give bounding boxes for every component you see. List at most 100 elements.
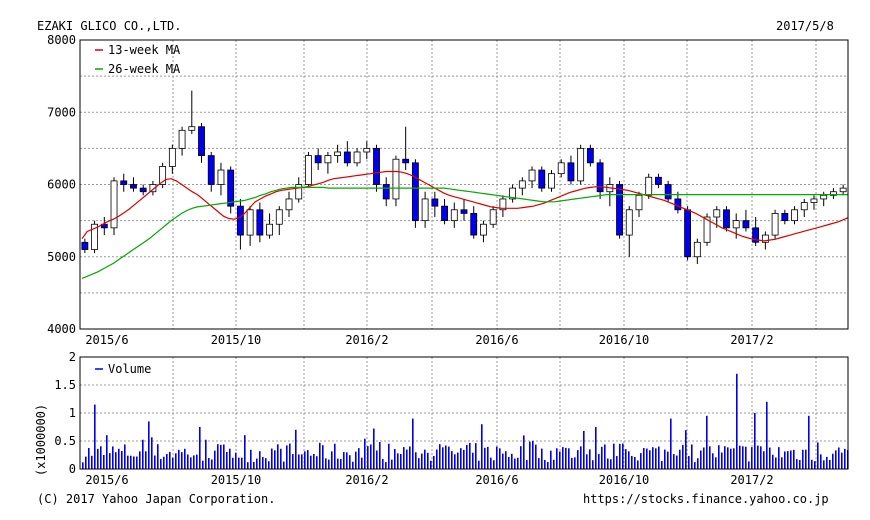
volume-bar xyxy=(505,451,507,469)
candle-body xyxy=(120,180,128,185)
volume-bar xyxy=(238,457,240,469)
volume-bar xyxy=(211,459,213,469)
volume-bar xyxy=(415,452,417,469)
candle-body xyxy=(820,194,828,200)
volume-bar xyxy=(478,460,480,469)
candle-body xyxy=(392,158,400,200)
volume-bar xyxy=(817,442,819,469)
volume-bar xyxy=(637,460,639,469)
volume-bar xyxy=(307,450,309,469)
candle-body xyxy=(256,209,264,236)
volume-bar xyxy=(475,443,477,469)
volume-bar xyxy=(148,421,150,469)
volume-bar xyxy=(424,449,426,469)
volume-bar xyxy=(166,453,168,469)
price-ytick-label: 8000 xyxy=(47,33,76,47)
volume-bar xyxy=(844,448,846,469)
volume-bar xyxy=(697,458,699,469)
volume-bar xyxy=(487,446,489,469)
volume-bar xyxy=(676,455,678,469)
candle-body xyxy=(538,169,546,189)
volume-bar xyxy=(535,444,537,469)
volume-bar xyxy=(694,462,696,469)
volume-bar xyxy=(556,448,558,469)
volume-bar xyxy=(91,455,93,469)
candle-body xyxy=(275,209,283,225)
volume-bar xyxy=(376,450,378,469)
candle-body xyxy=(810,198,818,203)
volume-bar xyxy=(811,459,813,469)
volume-bar xyxy=(154,455,156,469)
candle-body xyxy=(91,223,98,250)
volume-bar xyxy=(736,373,738,469)
price-ytick-label: 7000 xyxy=(47,105,76,119)
volume-bar xyxy=(370,444,372,469)
chart-date: 2017/5/8 xyxy=(776,19,834,33)
volume-bar xyxy=(442,447,444,469)
volume-bar xyxy=(604,444,606,469)
volume-ytick-label: 1 xyxy=(69,406,76,420)
volume-bar xyxy=(520,446,522,469)
volume-bar xyxy=(517,457,519,469)
candle-body xyxy=(625,209,633,236)
volume-bar xyxy=(610,459,612,469)
candle-body xyxy=(830,191,837,196)
volume-bar xyxy=(691,444,693,469)
volume-bar xyxy=(574,457,576,469)
volume-bar xyxy=(670,418,672,469)
candle-body xyxy=(130,184,137,189)
volume-bar xyxy=(226,452,228,469)
volume-bar xyxy=(706,415,708,469)
candle-body xyxy=(771,212,779,236)
volume-bar xyxy=(613,443,615,469)
volume-bar xyxy=(661,460,663,469)
volume-bar xyxy=(742,446,744,469)
candle-body xyxy=(489,209,497,225)
volume-bar xyxy=(100,446,102,469)
volume-bar xyxy=(280,448,282,469)
volume-bar xyxy=(553,459,555,469)
volume-bar xyxy=(160,459,162,469)
volume-bar xyxy=(436,449,438,469)
volume-bar xyxy=(490,457,492,469)
volume-bar xyxy=(331,451,333,469)
volume-bar xyxy=(577,450,579,469)
volume-bar xyxy=(418,458,420,469)
candle-body xyxy=(616,184,623,236)
volume-bar xyxy=(589,449,591,469)
source-url[interactable]: https://stocks.finance.yahoo.co.jp xyxy=(583,492,829,506)
volume-xtick-label: 2016/10 xyxy=(599,473,650,487)
volume-bar xyxy=(319,442,321,469)
candle-body xyxy=(703,216,711,243)
volume-bar xyxy=(592,460,594,469)
candle-body xyxy=(402,158,410,164)
volume-bar xyxy=(673,454,675,469)
volume-bar xyxy=(625,449,627,469)
volume-bar xyxy=(235,452,237,469)
volume-bar xyxy=(403,447,405,469)
volume-bar xyxy=(472,452,474,469)
volume-bar xyxy=(730,448,732,469)
volume-grid xyxy=(80,357,848,469)
volume-bar xyxy=(634,456,636,469)
volume-bar xyxy=(595,427,597,469)
volume-bar xyxy=(544,459,546,469)
volume-bar xyxy=(448,446,450,469)
candle-body xyxy=(188,126,196,131)
candle-body xyxy=(674,198,682,211)
volume-bar xyxy=(721,452,723,469)
volume-bar xyxy=(262,457,264,469)
volume-bar xyxy=(217,444,219,469)
volume-bar xyxy=(454,454,456,469)
candle-body xyxy=(655,176,662,185)
volume-bar xyxy=(115,452,117,469)
volume-bar xyxy=(499,448,501,469)
volume-bar xyxy=(514,458,516,469)
volume-bar xyxy=(688,456,690,469)
candle-body xyxy=(236,205,244,236)
candle-body xyxy=(421,198,429,222)
volume-bar xyxy=(451,451,453,469)
candle-body xyxy=(159,166,167,185)
volume-bar xyxy=(445,445,447,469)
